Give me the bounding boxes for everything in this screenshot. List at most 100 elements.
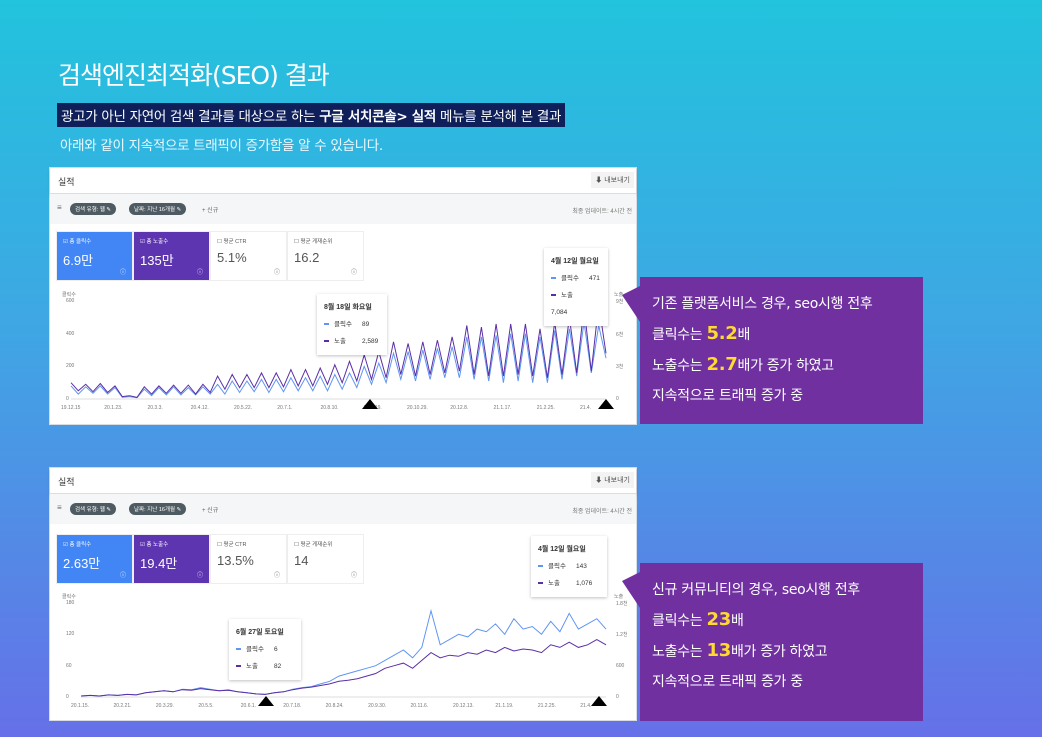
metric-card[interactable]: ☑ 총 클릭수 6.9만 ⓘ: [56, 231, 133, 281]
x-tick: 20.9.30.: [368, 703, 387, 709]
filter-row: ≡ 검색 유형: 웹 ✎ 날짜: 지난 16개월 ✎ + 신규 최종 업데이트:…: [50, 494, 636, 524]
page-title: 검색엔진최적화(SEO) 결과: [58, 61, 330, 90]
tooltip-label: 클릭수: [334, 321, 352, 328]
filter-row: ≡ 검색 유형: 웹 ✎ 날짜: 지난 16개월 ✎ + 신규 최종 업데이트:…: [50, 194, 636, 224]
help-icon[interactable]: ⓘ: [350, 573, 357, 579]
filter-chip-search-type[interactable]: 검색 유형: 웹 ✎: [70, 503, 117, 515]
x-tick: 20.11.6.: [410, 703, 429, 709]
panel-title: 실적: [58, 477, 75, 487]
x-tick: 20.2.21.: [113, 703, 132, 709]
y-tick-right: 3천: [616, 364, 624, 371]
x-tick: 20.12.8.: [450, 405, 469, 411]
help-icon[interactable]: ⓘ: [350, 270, 357, 276]
marker-triangle-icon: [258, 696, 274, 706]
callout-text: 노출수는: [652, 358, 707, 374]
subtitle-highlight: 광고가 아닌 자연어 검색 결과를 대상으로 하는 구글 서치콘솔> 실적 메뉴…: [57, 103, 566, 127]
callout-text: 배: [737, 327, 751, 343]
x-tick: 20.6.1.: [240, 703, 257, 709]
tooltip-date: 4월 12일 월요일: [538, 546, 586, 553]
subtitle-bold: 구글 서치콘솔> 실적: [319, 109, 437, 125]
tooltip-value: 89: [362, 321, 370, 328]
clicks-swatch-icon: [324, 323, 329, 326]
export-button[interactable]: ⬇ 내보내기: [591, 172, 634, 188]
tooltip-label: 클릭수: [246, 646, 264, 653]
filter-icon[interactable]: ≡: [57, 203, 62, 212]
metric-label: ☑ 총 클릭수: [63, 239, 92, 245]
performance-chart[interactable]: [50, 168, 638, 426]
metric-card[interactable]: ☐ 평균 게재순위 16.2 ⓘ: [287, 231, 364, 281]
add-filter-button[interactable]: + 신규: [202, 208, 219, 214]
export-button[interactable]: ⬇ 내보내기: [591, 472, 634, 488]
callout-line: 클릭수는 23배: [652, 605, 911, 636]
metric-card[interactable]: ☐ 평균 CTR 13.5% ⓘ: [210, 534, 287, 584]
filter-chip-date[interactable]: 날짜: 지난 16개월 ✎: [129, 203, 187, 215]
x-tick: 21.1.17.: [493, 405, 512, 411]
callout-text: 배가 증가 하였고: [730, 644, 828, 660]
chart-tooltip: 4월 12일 월요일 클릭수 143 노출 1,076: [531, 536, 607, 597]
metric-card[interactable]: ☑ 총 노출수 135만 ⓘ: [133, 231, 210, 281]
panel-header: 실적 ⬇ 내보내기: [50, 468, 636, 494]
tooltip-value: 7,084: [551, 309, 568, 316]
x-tick: 20.7.1.: [277, 405, 293, 411]
x-tick: 21.2.25.: [537, 703, 556, 709]
chart-tooltip: 8월 18일 화요일 클릭수 89 노출 2,589: [317, 294, 387, 355]
help-icon[interactable]: ⓘ: [273, 270, 280, 276]
help-icon[interactable]: ⓘ: [196, 573, 203, 579]
y-tick-left: 200: [66, 363, 75, 370]
metric-label: ☐ 평균 게재순위: [294, 239, 333, 245]
chip-label: 검색 유형: 웹: [75, 507, 105, 513]
x-tick: 21.1.19.: [495, 703, 514, 709]
series-line-impressions: [70, 304, 607, 398]
callout-line: 노출수는 13배가 증가 하였고: [652, 636, 911, 667]
callout-text: 배: [730, 613, 744, 629]
metric-card[interactable]: ☑ 총 노출수 19.4만 ⓘ: [133, 534, 210, 584]
impressions-multiplier: 13: [706, 640, 731, 661]
callout-text: 클릭수는: [652, 327, 707, 343]
filter-icon[interactable]: ≡: [57, 503, 62, 512]
export-label: 내보내기: [604, 177, 630, 184]
marker-triangle-icon: [591, 696, 607, 706]
y-tick-left: 120: [66, 631, 75, 638]
clicks-multiplier: 5.2: [706, 323, 738, 344]
metric-value: 135만: [140, 253, 174, 268]
callout-text: 클릭수는: [652, 613, 707, 629]
help-icon[interactable]: ⓘ: [196, 270, 203, 276]
x-tick: 19.12.15: [61, 405, 81, 411]
callout-text: 노출수는: [652, 644, 707, 660]
y-tick-right: 1.2천: [616, 632, 628, 639]
x-tick: 21.4.: [579, 405, 592, 411]
last-updated: 최종 업데이트: 4시간 전: [572, 509, 632, 515]
metric-value: 16.2: [294, 250, 320, 265]
impressions-swatch-icon: [538, 582, 543, 585]
tooltip-date: 6월 27일 토요일: [236, 629, 284, 636]
y-axis-title-right: 노출: [614, 292, 624, 298]
tooltip-value: 1,076: [576, 580, 593, 587]
add-filter-button[interactable]: + 신규: [202, 508, 219, 514]
chart-tooltip: 4월 12일 월요일 클릭수 471 노출 7,084: [544, 248, 608, 326]
metric-value: 5.1%: [217, 250, 247, 265]
help-icon[interactable]: ⓘ: [273, 573, 280, 579]
filter-chip-date[interactable]: 날짜: 지난 16개월 ✎: [129, 503, 187, 515]
clicks-swatch-icon: [551, 277, 556, 280]
tooltip-label: 노출: [246, 663, 258, 670]
metric-value: 6.9만: [63, 253, 94, 268]
metric-card[interactable]: ☐ 평균 게재순위 14 ⓘ: [287, 534, 364, 584]
callout-text: 배가 증가 하였고: [737, 358, 834, 374]
metric-card[interactable]: ☑ 총 클릭수 2.63만 ⓘ: [56, 534, 133, 584]
help-icon[interactable]: ⓘ: [119, 573, 126, 579]
metric-card[interactable]: ☐ 평균 CTR 5.1% ⓘ: [210, 231, 287, 281]
x-tick: 20.1.23.: [104, 405, 123, 411]
x-tick: 20.3.29.: [155, 703, 174, 709]
series-line-impressions: [80, 639, 607, 697]
metric-label: ☐ 평균 게재순위: [294, 542, 333, 548]
impressions-swatch-icon: [324, 340, 329, 343]
filter-chip-search-type[interactable]: 검색 유형: 웹 ✎: [70, 203, 117, 215]
y-tick-left: 180: [66, 600, 75, 606]
marker-triangle-icon: [598, 399, 614, 409]
help-icon[interactable]: ⓘ: [119, 270, 126, 276]
export-label: 내보내기: [604, 477, 630, 484]
impressions-swatch-icon: [236, 665, 241, 668]
callout-pointer: [622, 571, 642, 611]
series-line-clicks: [70, 322, 607, 399]
performance-chart[interactable]: [50, 468, 638, 722]
